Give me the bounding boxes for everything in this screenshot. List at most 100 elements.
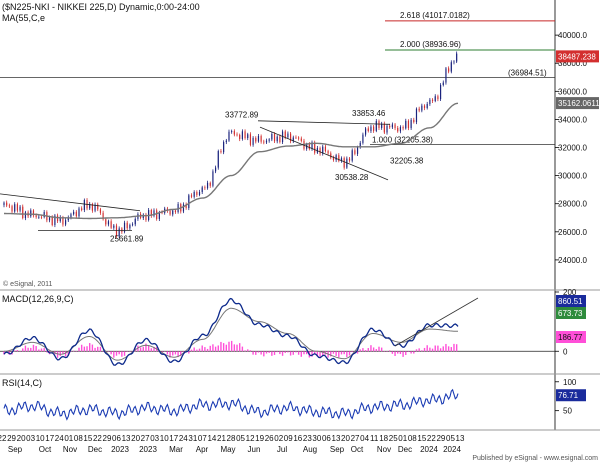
macd-hist-bar xyxy=(407,351,410,352)
macd-hist-bar xyxy=(233,344,236,352)
macd-hist-bar xyxy=(126,351,128,352)
macd-hist-bar xyxy=(14,350,16,352)
macd-hist-bar xyxy=(177,351,179,358)
macd-hist-bar xyxy=(209,345,211,352)
candle-body xyxy=(89,203,91,209)
macd-hist-bar xyxy=(330,351,332,357)
candle-body xyxy=(99,209,102,213)
candle-body xyxy=(35,215,37,218)
x-day-label: 04 xyxy=(360,434,369,443)
annotation-low-3: 32205.38 xyxy=(390,157,424,166)
x-month-label: Oct xyxy=(39,445,52,454)
macd-hist-bar xyxy=(94,347,96,352)
ma-value-tag: 35162.0611 xyxy=(558,99,600,108)
chart-title: ($N225-NKI - NIKKEI 225,D) Dynamic,0:00-… xyxy=(2,2,200,12)
macd-hist-bar xyxy=(142,346,144,352)
candle-body xyxy=(134,218,136,225)
candle-body xyxy=(327,151,329,154)
candle-body xyxy=(172,210,174,215)
annotation-low-1: 25661.89 xyxy=(110,235,144,244)
macd-hist-bar xyxy=(91,344,94,352)
candle-body xyxy=(289,133,292,142)
x-day-label: 06 xyxy=(322,434,331,443)
macd-tags: 860.51 673.73 186.77 xyxy=(556,295,586,343)
candle-body xyxy=(78,208,80,217)
candle-body xyxy=(105,219,107,225)
macd-hist-bar xyxy=(174,351,177,355)
macd-hist-bar xyxy=(356,351,359,354)
price-tick-label: 30000.0 xyxy=(558,172,587,181)
macd-hist-bar xyxy=(249,350,252,352)
macd-hist-bar xyxy=(319,351,321,358)
x-day-label: 13 xyxy=(332,434,341,443)
candle-body xyxy=(223,142,225,153)
candle-body xyxy=(94,204,96,211)
macd-hist-bar xyxy=(399,351,402,354)
macd-hist-bar xyxy=(62,351,64,355)
candle-body xyxy=(295,137,297,139)
macd-hist-bar xyxy=(391,351,394,354)
x-day-label: 02 xyxy=(274,434,283,443)
x-month-label: Oct xyxy=(351,445,364,454)
candle-body xyxy=(54,215,56,225)
candle-body xyxy=(413,119,415,123)
rsi-value-tag-bg xyxy=(556,389,586,402)
x-month-label: Sep xyxy=(330,445,345,454)
macd-hist-bar xyxy=(271,351,273,356)
macd-hist-bar xyxy=(3,351,5,355)
candle-body xyxy=(169,210,171,215)
candle-body xyxy=(439,85,442,100)
candle-body xyxy=(402,127,404,129)
candle-body xyxy=(410,119,412,129)
macd-hist-bar xyxy=(196,349,198,352)
candle-body xyxy=(107,221,110,225)
macd-hist-bar xyxy=(322,351,324,356)
x-day-label: 29 xyxy=(436,434,445,443)
macd-hist-bar xyxy=(426,345,428,352)
rsi-value-tag: 76.71 xyxy=(558,391,579,400)
macd-hist-bar xyxy=(46,351,48,353)
candle-body xyxy=(397,128,399,132)
candle-body xyxy=(19,206,21,211)
macd-hist-bar xyxy=(359,349,361,352)
macd-hist-bar xyxy=(364,350,367,352)
macd-hist-bar xyxy=(38,349,40,352)
price-tick-label: 32000.0 xyxy=(558,144,587,153)
macd-hist-bar xyxy=(182,351,185,353)
candle-body xyxy=(156,210,158,219)
candle-body xyxy=(158,212,160,219)
macd-hist-bar xyxy=(83,346,86,352)
candle-body xyxy=(338,155,340,161)
macd-hist-bar xyxy=(230,340,233,352)
x-day-label: 29 xyxy=(103,434,112,443)
candle-body xyxy=(260,136,262,142)
candle-body xyxy=(448,68,450,72)
candle-body xyxy=(67,217,69,221)
annotation-low-2: 30538.28 xyxy=(335,173,369,182)
candle-body xyxy=(287,133,289,138)
macd-hist-bar xyxy=(415,349,418,352)
candle-body xyxy=(359,142,361,148)
candle-body xyxy=(292,137,294,142)
macd-hist-bar xyxy=(410,351,412,354)
macd-hist-bar xyxy=(388,350,391,352)
candle-body xyxy=(375,121,377,131)
macd-hist-bar xyxy=(297,351,300,355)
candle-body xyxy=(8,205,10,207)
macd-hist-bar xyxy=(75,351,78,352)
macd-hist-bar xyxy=(386,351,388,352)
candle-body xyxy=(51,217,53,225)
x-day-label: 20 xyxy=(17,434,26,443)
price-tick-label: 24000.0 xyxy=(558,256,587,265)
candle-body xyxy=(298,137,300,139)
macd-hist-bar xyxy=(281,351,284,356)
macd-hist-bar xyxy=(394,351,396,356)
x-month-label: Apr xyxy=(196,445,209,454)
x-day-label: 03 xyxy=(26,434,35,443)
price-tags: 38487.238 35162.0611 xyxy=(556,50,600,110)
macd-hist-bar xyxy=(405,351,407,356)
macd-hist-bar xyxy=(263,351,265,357)
macd-hist-bar xyxy=(314,351,316,355)
macd-hist-bar xyxy=(434,345,436,352)
macd-hist-bar xyxy=(56,351,59,358)
